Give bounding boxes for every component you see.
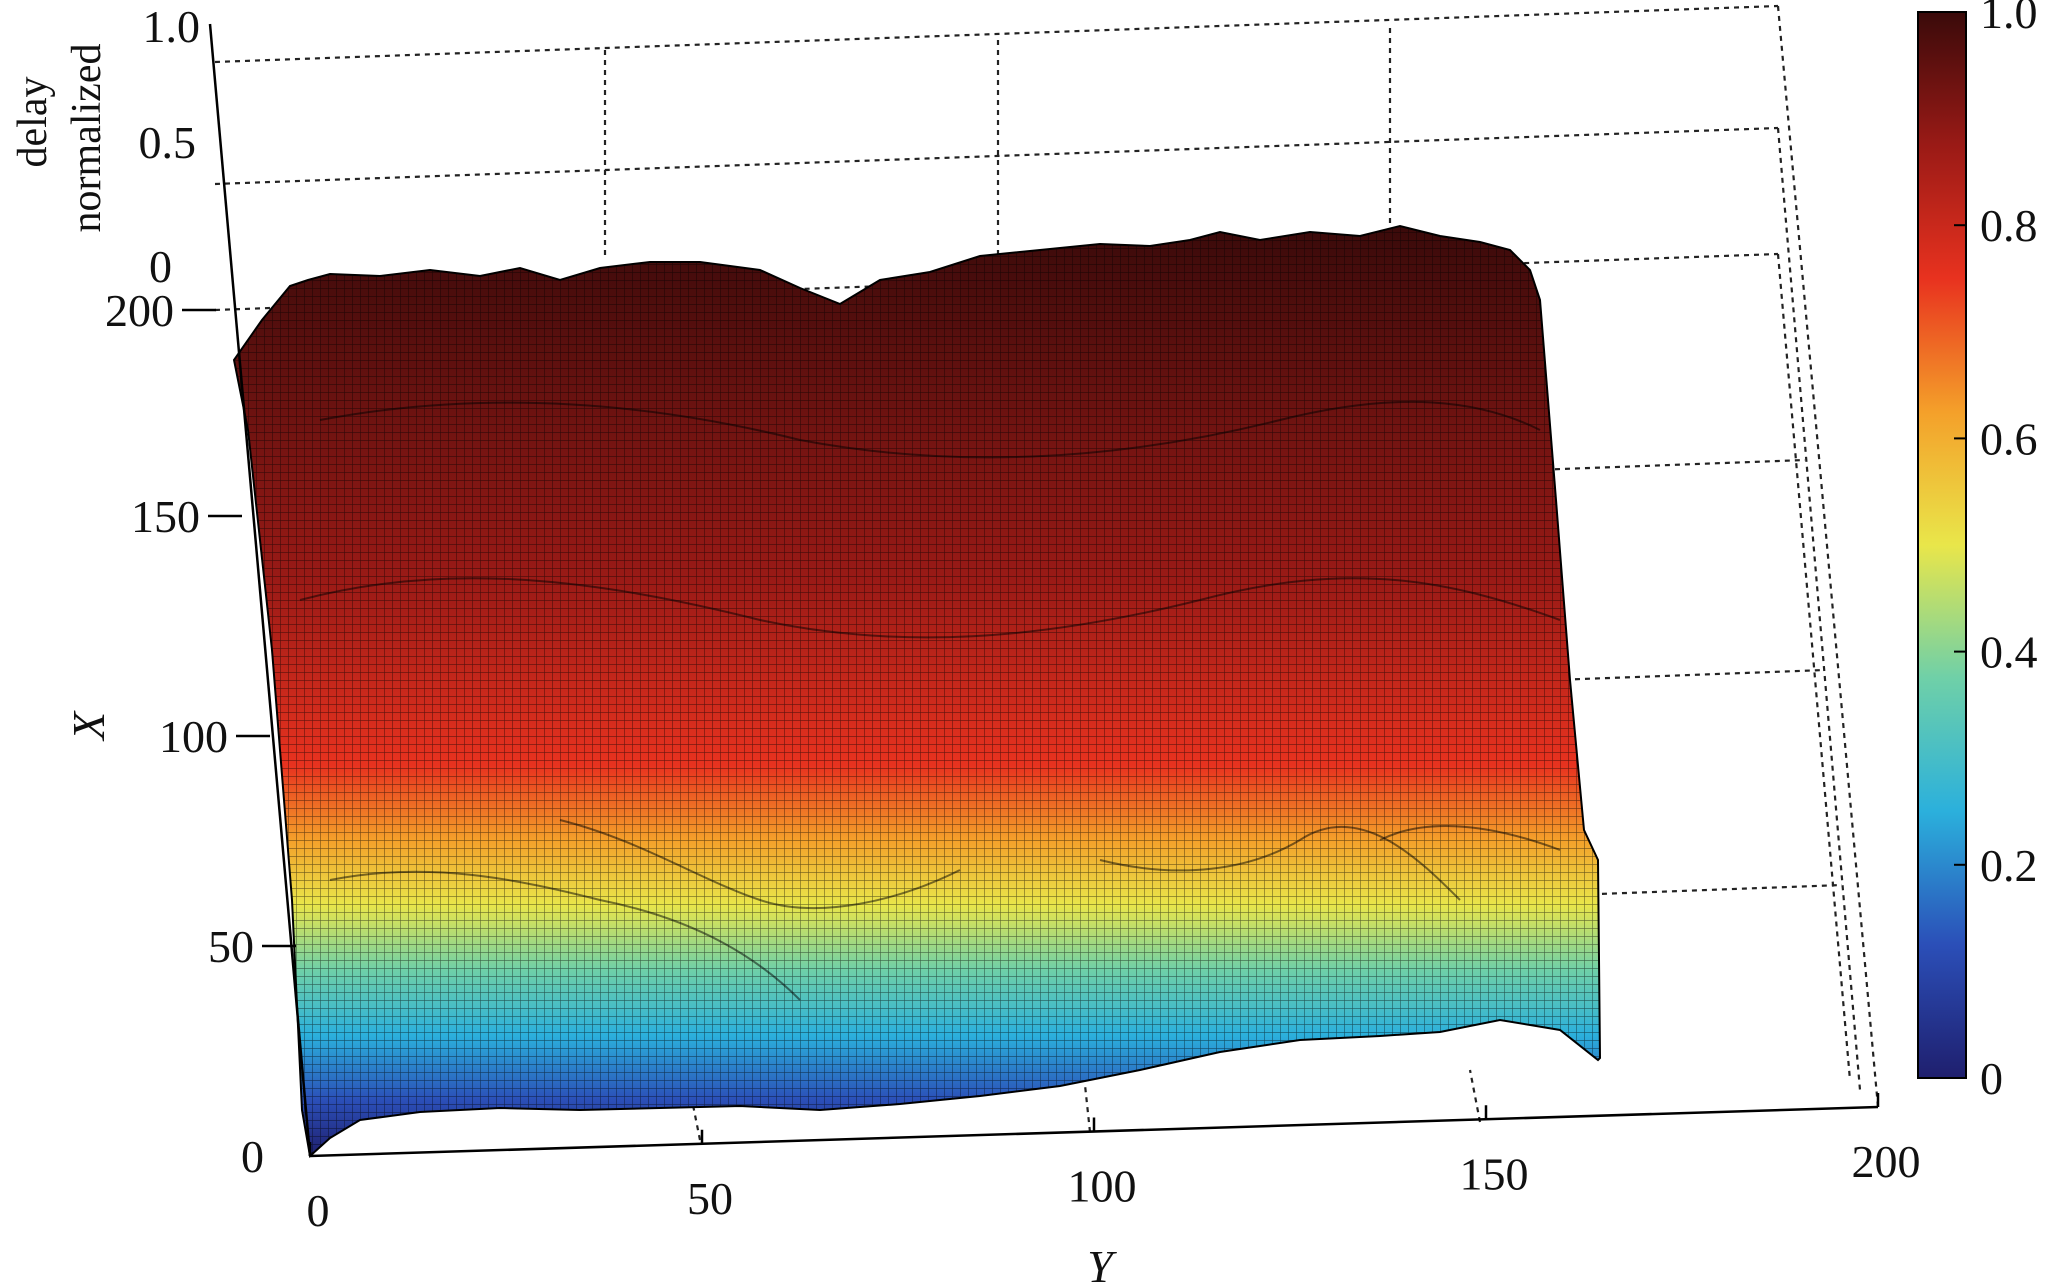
surface-mesh-fill xyxy=(234,226,1600,1156)
z-axis-label-line-1: normalized xyxy=(64,44,110,233)
colorbar-tick-label: 1.0 xyxy=(1980,0,2038,38)
x-axis-line xyxy=(208,23,312,1157)
colorbar-tick-label: 0.4 xyxy=(1980,627,2038,678)
colorbar-tick-label: 0 xyxy=(1980,1053,2003,1104)
x-axis-label: Y xyxy=(1087,1241,1117,1288)
grid-line xyxy=(1776,127,1862,1091)
grid-line xyxy=(1571,883,1843,897)
y-tick-label: 0 xyxy=(241,1131,264,1182)
colorbar-tick-label: 0.6 xyxy=(1980,413,2038,464)
y-tick-label: 100 xyxy=(159,711,228,762)
x-tick-label: 200 xyxy=(1852,1136,1921,1187)
colorbar: 0 0.2 0.4 0.6 0.8 1.0 xyxy=(1917,0,2038,1104)
surface xyxy=(232,224,1602,1158)
y-tick-label: 200 xyxy=(105,285,174,336)
surface-ridge xyxy=(299,577,1561,639)
z-axis-tick-labels: 0 0.5 1.0 xyxy=(139,1,201,292)
surface-ridge xyxy=(1099,826,1461,901)
grid-line xyxy=(214,126,1779,186)
z-tick-label: 1.0 xyxy=(143,1,201,52)
x-axis-tick-labels: 0 50 100 150 200 xyxy=(307,1093,1921,1236)
grid-line xyxy=(1554,668,1826,682)
surface-ridge xyxy=(559,819,961,910)
surface-mesh xyxy=(234,226,1600,1156)
x-tick-label: 50 xyxy=(687,1173,733,1224)
colorbar-ticks: 0 0.2 0.4 0.6 0.8 1.0 xyxy=(1954,0,2038,1104)
grid-line xyxy=(1083,1084,1092,1133)
grid-line xyxy=(1776,5,1880,1108)
z-tick-label: 0 xyxy=(149,241,172,292)
surface-ridge xyxy=(1379,825,1561,851)
z-tick-label: 0.5 xyxy=(139,117,197,168)
z-axis-label-line-2: delay xyxy=(10,77,56,168)
y-axis-label: X xyxy=(63,710,114,742)
y-tick-label: 50 xyxy=(208,921,254,972)
colorbar-tick-label: 0.8 xyxy=(1980,200,2038,251)
x-tick-label: 0 xyxy=(307,1185,330,1236)
grid-line xyxy=(1534,458,1806,472)
surface-ridge xyxy=(319,400,1541,459)
grid-line xyxy=(214,4,1779,64)
grid-line xyxy=(1776,253,1852,1081)
x-tick-label: 150 xyxy=(1460,1148,1529,1199)
surface-ridge xyxy=(329,870,801,1001)
y-axis-tick-labels: 0 50 100 150 200 xyxy=(105,285,296,1182)
colorbar-tick-label: 0.2 xyxy=(1980,840,2038,891)
x-tick-label: 100 xyxy=(1068,1161,1137,1212)
grid-line xyxy=(1468,1069,1482,1123)
y-tick-label: 150 xyxy=(131,491,200,542)
colorbar-gradient xyxy=(1917,11,1967,1079)
